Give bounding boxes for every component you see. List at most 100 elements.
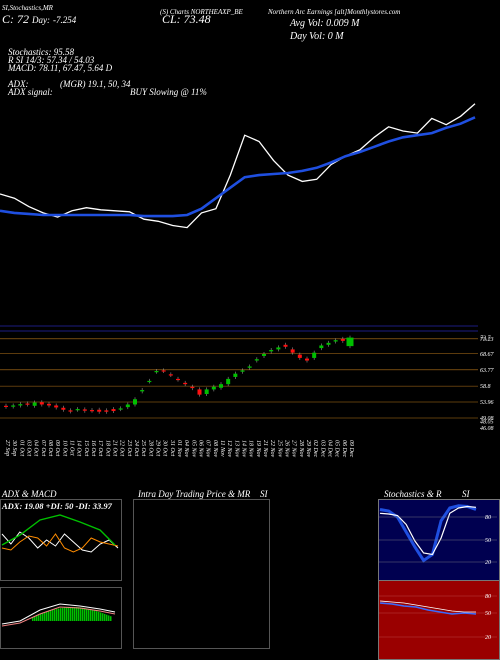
adx-signal-label: ADX signal: <box>8 87 53 97</box>
x-tick-label: 16 Oct <box>90 440 96 456</box>
candle-body <box>326 342 331 345</box>
macd-histogram-bar <box>72 607 74 621</box>
candle-body <box>197 389 202 395</box>
candle-body <box>276 347 281 350</box>
x-tick-label: 03 Dec <box>319 440 325 457</box>
header-title-right: Northern Arc Earnings [alt]Monthlystores… <box>268 8 401 16</box>
x-tick-label: 11 Oct <box>69 440 75 456</box>
header-mid: (S) Charts NORTHEAXP_BE <box>160 8 243 16</box>
macd-histogram-bar <box>86 608 88 621</box>
candle-body <box>290 349 295 353</box>
rsi-panel <box>378 580 500 660</box>
macd-histogram-bar <box>60 608 62 621</box>
x-tick-label: 15 Oct <box>83 440 89 456</box>
adx-readout: ADX: <box>8 79 29 89</box>
macd-histogram-bar <box>108 615 110 621</box>
macd-histogram-bar <box>104 613 106 621</box>
rsi-tick: 50 <box>485 611 491 617</box>
x-tick-label: 22 Nov <box>269 440 275 458</box>
y-tick-label: 63.77 <box>480 368 495 374</box>
y-tick-label: 49.08 <box>480 415 494 422</box>
x-tick-label: 26 Nov <box>284 440 290 458</box>
x-tick-label: 03 Oct <box>26 440 32 456</box>
x-tick-label: 09 Dec <box>348 440 354 457</box>
adx-line <box>1 531 119 553</box>
x-tick-label: 28 Oct <box>147 440 153 456</box>
macd-histogram-bar <box>38 614 40 621</box>
macd-histogram-bar <box>44 612 46 621</box>
stoch-readout: Stochastics: 95.58 <box>8 47 74 57</box>
day-volume: Day Vol: 0 M <box>290 31 344 42</box>
x-tick-label: 18 Nov <box>248 440 254 458</box>
macd-histogram-bar <box>56 608 58 621</box>
stoch-tick: 50 <box>485 538 491 544</box>
x-tick-label: 04 Nov <box>183 440 190 458</box>
macd-histogram-bar <box>106 614 108 621</box>
candle-body <box>233 373 238 377</box>
header-title-left: SI,Stochastics,MR <box>2 4 53 12</box>
x-tick-label: 25 Oct <box>140 440 146 456</box>
macd-histogram-bar <box>96 611 98 621</box>
macd-histogram-bar <box>78 607 80 621</box>
day-label: Day: <box>32 15 50 25</box>
stoch-tick: 80 <box>485 515 491 521</box>
candle-body <box>61 407 66 410</box>
macd-readout: MACD: 78.11, 67.47, 5.64 D <box>8 63 113 73</box>
header-title-mid: (S) Charts NORTHEAXP_BE <box>160 8 243 16</box>
candle-body <box>39 402 44 405</box>
x-tick-label: 29 Oct <box>155 440 161 456</box>
x-tick-label: 21 Oct <box>112 440 118 456</box>
candle-body <box>312 352 317 358</box>
x-tick-label: 06 Nov <box>198 440 204 458</box>
candle-body <box>297 354 302 358</box>
intraday-panel-title: Intra Day Trading Price & MR <box>138 489 251 499</box>
candle-body <box>147 380 152 383</box>
rsi-line <box>379 602 477 615</box>
macd-histogram-bar <box>94 610 96 621</box>
stoch-line <box>379 505 477 556</box>
candle-body <box>211 386 216 390</box>
x-tick-label: 05 Nov <box>190 440 196 458</box>
x-tick-label: 30 Sep <box>11 439 17 456</box>
x-tick-label: 17 Oct <box>97 440 103 456</box>
y-tick-label: 68.67 <box>480 352 495 358</box>
candle-body <box>4 405 8 408</box>
macd-histogram-bar <box>110 616 112 621</box>
macd-histogram-bar <box>66 607 68 621</box>
candle-body <box>340 338 345 341</box>
macd-histogram-bar <box>92 609 94 621</box>
candle-body <box>319 345 324 349</box>
x-tick-label: 02 Dec <box>312 440 318 457</box>
x-tick-label: 07 Nov <box>205 440 211 458</box>
macd-histogram-bar <box>70 607 72 621</box>
x-tick-label: 23 Oct <box>126 440 132 456</box>
avg-volume: Avg Vol: 0.009 M <box>290 18 360 29</box>
macd-histogram-bar <box>76 607 78 621</box>
x-tick-label: 05 Dec <box>334 440 340 457</box>
x-tick-label: 09 Oct <box>54 440 60 456</box>
stoch-tick: 20 <box>485 560 491 566</box>
candle-body <box>305 358 309 361</box>
close-readout: CL: 73.48 <box>162 12 211 26</box>
candle-body <box>54 405 59 408</box>
adx-panel-title: ADX & MACD <box>2 489 57 499</box>
candle-body <box>168 374 173 376</box>
candle-body <box>25 403 30 405</box>
adx-green-line <box>1 514 116 546</box>
y-tick-label: 48.05 <box>480 418 494 425</box>
stoch-si-label: SI <box>462 489 470 499</box>
intraday-panel <box>133 499 270 649</box>
x-tick-label: 21 Nov <box>262 440 268 458</box>
x-tick-label: 13 Nov <box>233 440 239 458</box>
macd-histogram-bar <box>88 608 90 621</box>
candle-body <box>75 409 80 411</box>
ma-ema-chart <box>0 103 476 229</box>
y-tick-label: 46.08 <box>480 425 494 432</box>
x-tick-label: 31 Oct <box>169 439 175 456</box>
macd-histogram-bar <box>34 616 36 621</box>
x-tick-label: 27 Sep <box>4 440 10 456</box>
macd-histogram-bar <box>40 613 42 621</box>
macd-histogram-bar <box>36 615 38 621</box>
y-tick-label: 53.96 <box>480 400 494 406</box>
x-tick-label: 19 Nov <box>255 440 261 458</box>
